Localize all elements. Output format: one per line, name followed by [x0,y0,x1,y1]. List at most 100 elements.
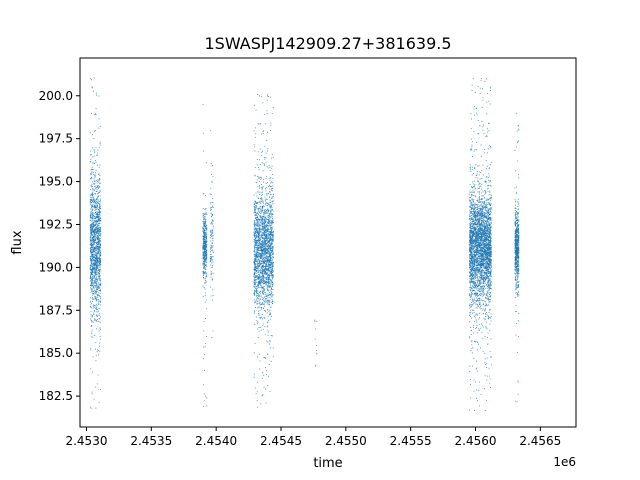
data-point [261,187,263,189]
data-point [260,236,262,238]
data-point [262,241,264,243]
data-point [473,198,475,200]
data-point [272,252,274,254]
data-point [206,252,208,254]
data-point [488,236,490,238]
data-point [260,290,261,292]
data-point [211,249,213,251]
data-point [253,293,255,295]
data-point [203,243,205,245]
data-point [487,292,489,294]
data-point [91,254,93,256]
data-point [255,269,256,270]
data-point [261,189,263,191]
data-point [255,259,257,261]
data-point [203,320,205,322]
data-point [474,213,476,215]
data-point [92,217,94,219]
data-point [258,287,260,288]
data-point [264,238,266,240]
data-point [270,220,272,221]
data-point [255,255,256,257]
data-point [99,307,101,309]
data-point [260,237,262,239]
data-point [269,213,271,215]
data-point [269,199,271,201]
data-point [96,237,98,239]
data-point [316,353,318,355]
data-point [92,249,94,251]
data-point [270,249,272,251]
data-point [204,238,206,240]
data-point [90,258,92,259]
data-point [272,233,274,235]
data-point [99,179,100,181]
data-point [269,292,271,293]
data-point [91,315,93,317]
data-point [210,256,212,258]
data-point [257,252,259,254]
data-point [203,287,205,289]
data-point [476,307,478,309]
data-point [93,214,94,216]
data-point [254,214,256,216]
data-point [270,193,272,195]
data-point [258,227,260,229]
data-point [254,146,255,148]
data-point [255,259,257,261]
data-point [90,260,91,262]
data-point [262,131,264,133]
data-point [93,215,95,217]
data-point [268,209,270,211]
data-point [267,216,269,218]
data-point [93,229,95,231]
data-point [205,251,207,253]
data-point [97,249,99,251]
data-point [260,247,262,249]
data-point [89,368,91,370]
data-point [264,270,266,272]
data-point [95,260,97,262]
data-point [203,247,204,249]
data-point [268,262,270,264]
data-point [254,210,256,212]
data-point [266,225,268,227]
data-point [94,279,96,281]
data-point [97,179,99,181]
data-point [205,280,207,281]
data-point [254,239,256,241]
data-point [470,185,472,187]
data-point [254,224,256,226]
data-point [254,127,256,129]
data-point [97,149,99,151]
data-point [268,219,270,220]
data-point [268,343,270,345]
data-point [271,295,273,297]
data-point [266,272,268,274]
data-point [271,303,273,305]
data-point [91,227,92,229]
data-point [92,231,93,233]
data-point [259,254,261,256]
data-point [203,238,205,240]
data-point [91,208,93,210]
data-point [272,274,273,276]
data-point [268,273,270,275]
data-point [486,202,488,204]
data-point [96,316,98,317]
data-point [205,262,207,264]
data-point [95,244,97,246]
data-point [99,245,101,247]
data-point [263,252,265,254]
data-point [267,231,269,233]
data-point [267,334,269,336]
data-point [98,220,100,222]
data-point [204,208,206,210]
data-point [263,285,265,287]
data-point [257,240,259,242]
data-point [257,249,259,251]
data-point [90,269,92,271]
data-point [267,96,269,98]
data-point [261,151,263,153]
data-point [91,271,93,273]
